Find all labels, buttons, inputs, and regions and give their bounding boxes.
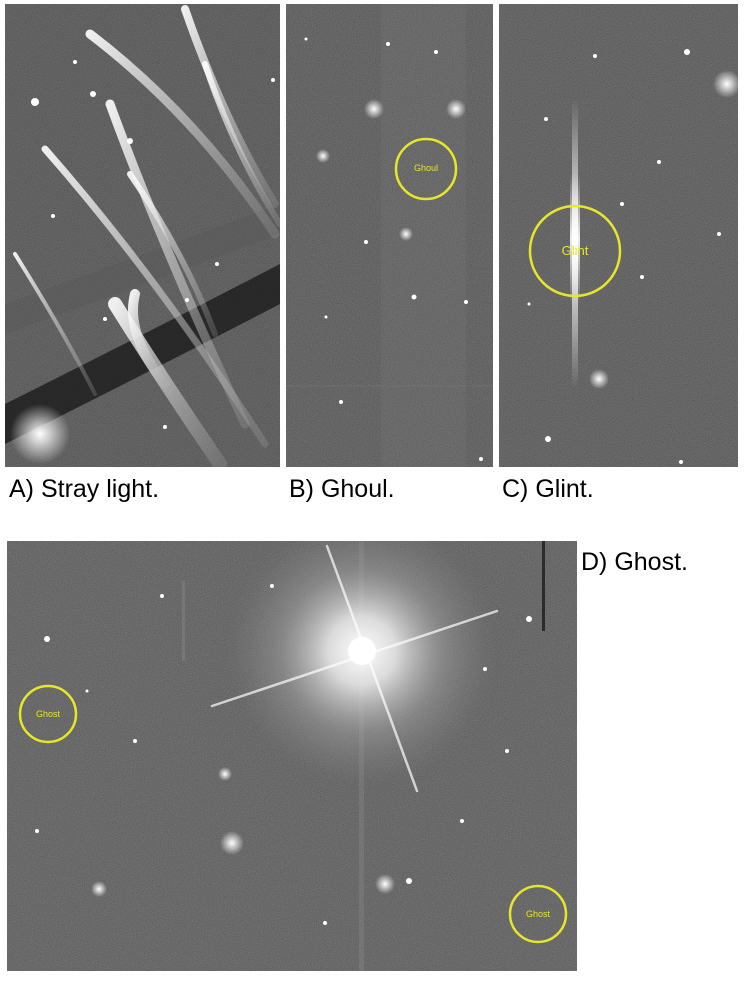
panel-b-caption: B) Ghoul. bbox=[289, 475, 395, 503]
panel-d-caption: D) Ghost. bbox=[581, 548, 688, 576]
ghost-marker-circle-right bbox=[508, 884, 568, 944]
glint-image bbox=[499, 4, 738, 467]
panel-a-image bbox=[5, 4, 280, 467]
ghost-image bbox=[7, 541, 577, 971]
ghost-marker-circle-left bbox=[18, 684, 78, 744]
panel-b-image: Ghoul bbox=[286, 4, 493, 467]
glint-marker-circle bbox=[528, 204, 622, 298]
stray-light-image bbox=[5, 4, 280, 467]
panel-c-caption: C) Glint. bbox=[502, 475, 594, 503]
ghost-marker-label-left: Ghost bbox=[35, 709, 60, 719]
panel-a-caption: A) Stray light. bbox=[9, 475, 160, 503]
ghoul-marker-label: Ghoul bbox=[413, 163, 439, 173]
ghoul-marker-circle bbox=[394, 137, 458, 201]
glint-marker-label: Glint bbox=[561, 243, 589, 258]
panel-c-image: Glint bbox=[499, 4, 738, 467]
ghoul-image bbox=[286, 4, 493, 467]
panel-d-image: Ghost Ghost bbox=[7, 541, 577, 971]
ghost-marker-label-right: Ghost bbox=[525, 909, 550, 919]
